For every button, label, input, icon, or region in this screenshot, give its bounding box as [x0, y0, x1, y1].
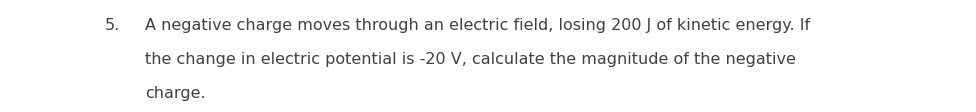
Text: the change in electric potential is -20 V, calculate the magnitude of the negati: the change in electric potential is -20 … — [145, 52, 795, 66]
Text: A negative charge moves through an electric field, losing 200 J of kinetic energ: A negative charge moves through an elect… — [145, 18, 810, 33]
Text: charge.: charge. — [145, 85, 206, 100]
Text: 5.: 5. — [105, 18, 120, 33]
